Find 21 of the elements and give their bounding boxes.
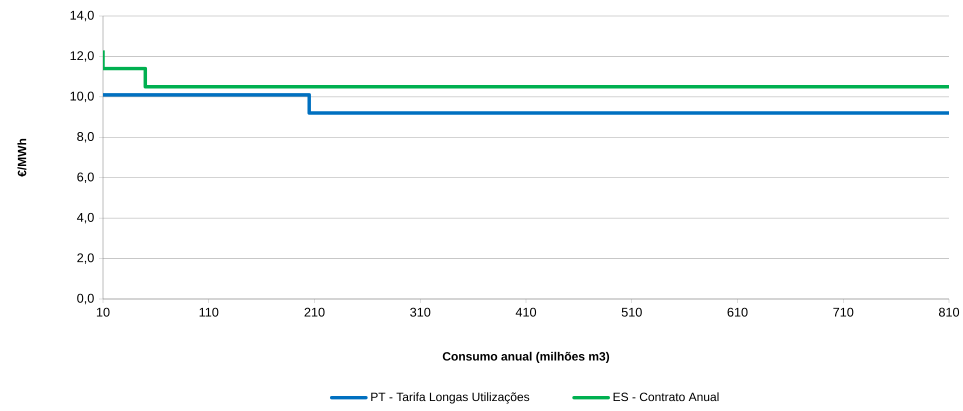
x-tick-label: 310: [410, 308, 430, 317]
legend-label: ES - Contrato Anual: [614, 392, 719, 402]
y-tick-label: 0,0: [77, 294, 94, 304]
x-tick-label: 10: [96, 308, 110, 317]
x-tick-label: 810: [938, 308, 960, 317]
y-tick-label: 12,0: [70, 51, 94, 62]
y-tick-label: 2,0: [77, 253, 94, 264]
y-tick-label: 4,0: [76, 212, 94, 224]
legend-label: PT - Tarifa Longas Utilizações: [371, 392, 530, 404]
y-tick-label: 10,0: [70, 92, 94, 102]
x-tick-label: 110: [200, 308, 218, 317]
x-tick-label: 510: [622, 308, 642, 317]
y-tick-label: 14,0: [70, 10, 94, 22]
x-tick-label: 410: [516, 308, 536, 317]
y-axis-title: €/MWh: [17, 138, 26, 177]
x-tick-label: 210: [304, 308, 325, 317]
x-axis-title: Consumo anual (milhões m3): [442, 352, 610, 364]
x-tick-label: 610: [728, 308, 748, 317]
x-tick-label: 710: [833, 308, 854, 317]
y-tick-label: 8,0: [77, 132, 94, 143]
y-tick-label: 6,0: [77, 172, 94, 183]
